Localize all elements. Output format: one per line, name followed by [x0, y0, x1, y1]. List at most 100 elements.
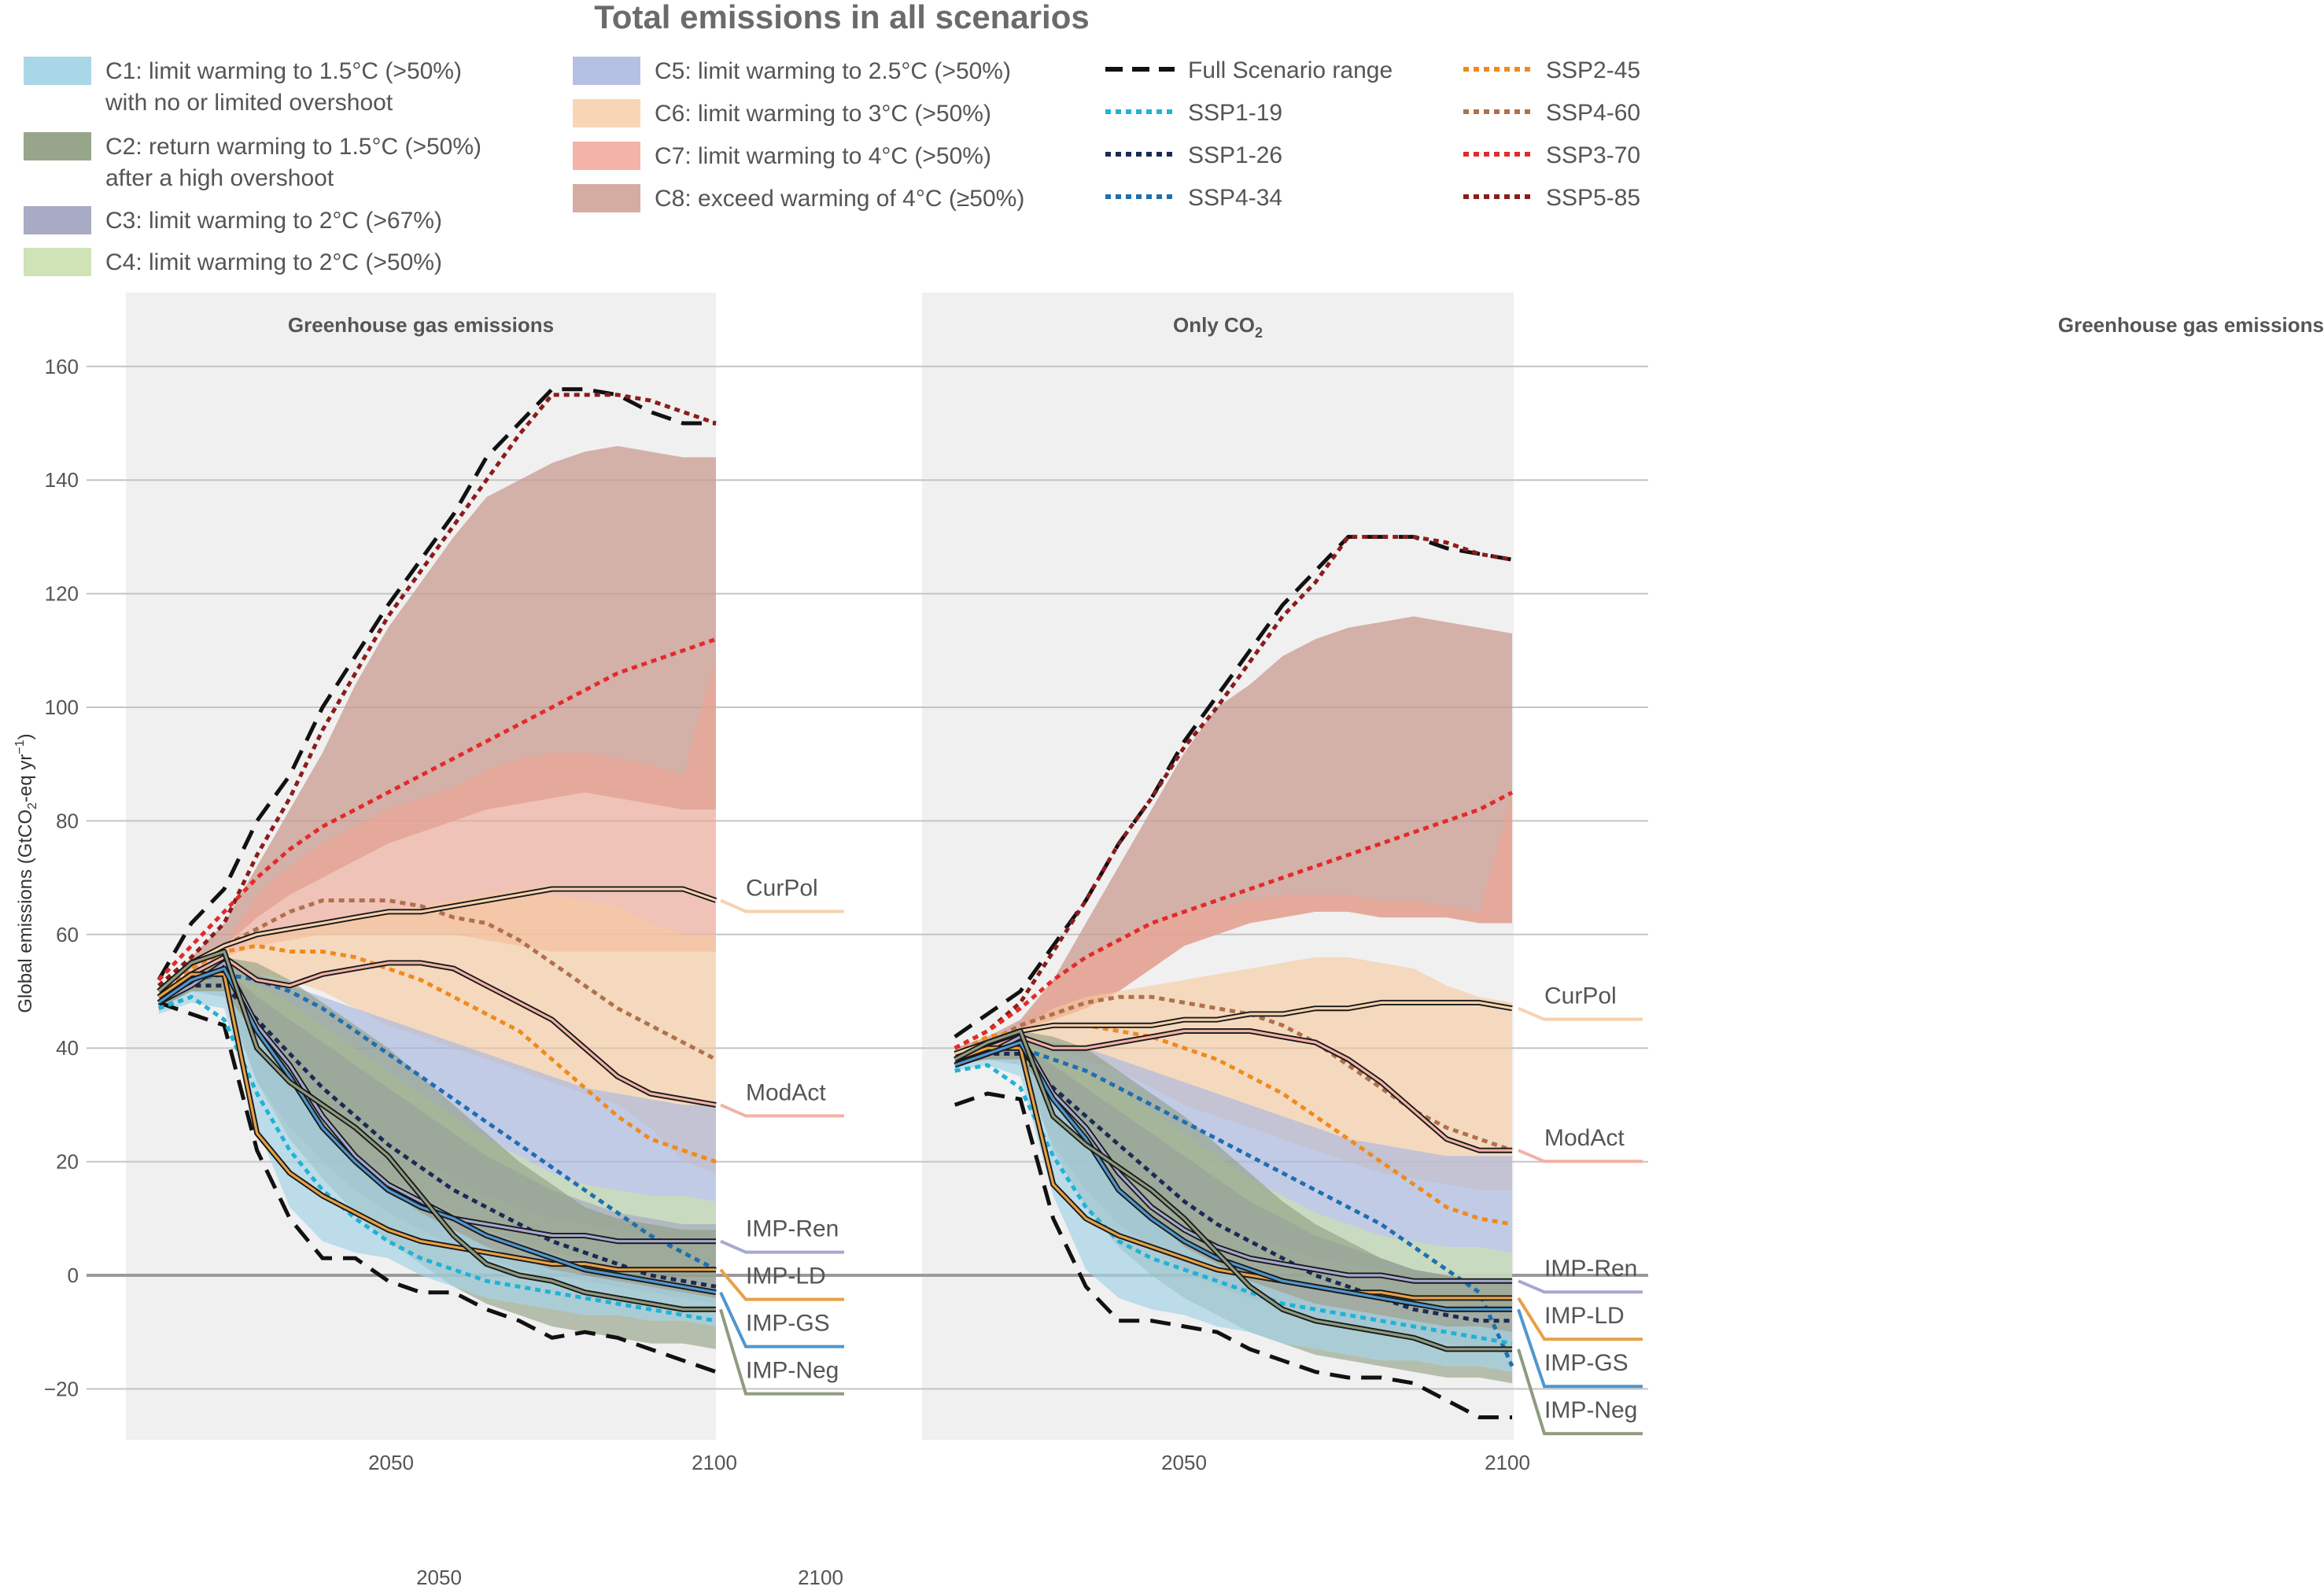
pathway-label-imp-ld: IMP-LD	[746, 1264, 826, 1289]
range-upper-line	[157, 387, 716, 981]
legend-swatch-c4	[24, 248, 91, 276]
ssp-line-ssp2-45	[954, 1023, 1513, 1227]
x-tick-label: 2050	[368, 1451, 414, 1474]
legend-swatch-c1	[24, 57, 91, 85]
pathway-arrow-imp-ren	[720, 1239, 844, 1254]
pathway-arrow-imp-neg	[1517, 1348, 1643, 1436]
pathway-arrow-imp-neg	[719, 1308, 844, 1396]
pathway-arrow-imp-gs	[719, 1291, 844, 1348]
band-C1	[158, 991, 716, 1326]
legend-label-c3: C3: limit warming to 2°C (>67%)	[105, 208, 442, 234]
pathway-label-imp-neg: IMP-Neg	[746, 1358, 839, 1384]
legend-line-label-ssp2-45: SSP2-45	[1546, 57, 1640, 83]
legend-label-c4: C4: limit warming to 2°C (>50%)	[105, 249, 442, 275]
y-tick-label: 140	[45, 468, 79, 492]
legend-label-c8: C8: exceed warming of 4°C (≥50%)	[655, 186, 1024, 212]
panel-co2: Only CO2 CurPol ModAct IMP-Ren IMP-LD IMP-GS…	[954, 313, 1643, 1436]
y-tick-label: 0	[68, 1264, 79, 1287]
chart-title: Total emissions in all scenarios	[594, 0, 1089, 35]
pathway-arrow-imp-gs	[1517, 1308, 1643, 1389]
extra-x-tick-label: 2100	[798, 1566, 843, 1589]
legend: C1: limit warming to 1.5°C (>50%) with no…	[24, 57, 1640, 276]
panel-title-ghg: Greenhouse gas emissions	[288, 313, 554, 337]
pathway-label-imp-ren: IMP-Ren	[1544, 1256, 1637, 1282]
legend-line-label-ssp4-60: SSP4-60	[1546, 100, 1640, 126]
legend-line-label-ssp5-85: SSP5-85	[1546, 185, 1640, 211]
x-tick-label: 2100	[692, 1451, 737, 1474]
pathway-arrow-imp-ld	[1517, 1297, 1643, 1341]
band-C6	[158, 889, 716, 1173]
pathway-label-imp-neg: IMP-Neg	[1544, 1397, 1637, 1423]
pathway-arrow-modact	[1518, 1149, 1643, 1164]
legend-label-c2-line2: after a high overshoot	[105, 165, 334, 191]
legend-label-c5: C5: limit warming to 2.5°C (>50%)	[655, 58, 1011, 84]
y-axis: −20 0 20 40 60 80 100 120 140 160	[44, 355, 79, 1401]
extra-x-tick-label: 2050	[416, 1566, 462, 1589]
legend-line-label-ssp1-26: SSP1-26	[1188, 142, 1282, 168]
pathway-line-imp-ld	[157, 972, 716, 1271]
pathway-arrow-modact	[720, 1103, 844, 1118]
y-tick-label: 100	[45, 695, 79, 719]
band-C7	[954, 792, 1512, 1054]
band-C8	[158, 445, 716, 991]
legend-line-label-ssp4-34: SSP4-34	[1188, 185, 1282, 211]
legend-swatch-c8	[573, 184, 640, 212]
legend-label-c1-line2: with no or limited overshoot	[105, 90, 393, 116]
y-tick-label: 80	[56, 809, 79, 832]
x-tick-label: 2050	[1161, 1451, 1207, 1474]
ssp-line-ssp5-85	[954, 534, 1513, 1050]
legend-swatch-c2	[24, 132, 91, 160]
band-C8	[954, 616, 1512, 1054]
pathway-label-imp-ld: IMP-LD	[1544, 1303, 1625, 1329]
ssp-line-ssp4-34	[954, 1046, 1514, 1367]
legend-label-c1: C1: limit warming to 1.5°C (>50%)	[105, 58, 462, 84]
pathway-arrow-curpol	[720, 898, 844, 913]
y-tick-label: 160	[45, 355, 79, 378]
legend-swatch-c7	[573, 142, 640, 170]
panel-ghg: Greenhouse gas emissions CurPol ModAct IMP…	[157, 313, 844, 1396]
pathway-label-modact: ModAct	[1544, 1125, 1625, 1151]
pathway-line-curpol	[157, 887, 717, 993]
pathway-label-imp-gs: IMP-GS	[746, 1311, 830, 1337]
pathway-label-imp-ren: IMP-Ren	[746, 1216, 839, 1242]
pathway-line-imp-neg	[954, 1029, 1512, 1351]
legend-swatch-c3	[24, 206, 91, 234]
pathway-label-curpol: CurPol	[1544, 983, 1617, 1009]
pathway-line-curpol	[954, 1001, 1513, 1055]
ssp-line-ssp1-19	[157, 994, 717, 1323]
ssp-line-ssp1-19	[954, 1063, 1513, 1346]
legend-label-c6: C6: limit warming to 3°C (>50%)	[655, 101, 991, 127]
range-upper-line	[954, 534, 1513, 1038]
legend-line-label-ssp3-70: SSP3-70	[1546, 142, 1640, 168]
y-tick-label: 120	[45, 582, 79, 606]
legend-label-c2: C2: return warming to 1.5°C (>50%)	[105, 134, 481, 160]
legend-label-c7: C7: limit warming to 4°C (>50%)	[655, 143, 991, 169]
pathway-label-modact: ModAct	[746, 1079, 826, 1105]
band-C6	[954, 957, 1512, 1190]
ssp-line-ssp5-85	[157, 393, 717, 987]
pathway-line-modact	[954, 1029, 1512, 1152]
legend-line-label-ssp1-19: SSP1-19	[1188, 100, 1282, 126]
extra-axis-title: Greenhouse gas emissions	[2058, 313, 2324, 337]
range-lower-line	[157, 1001, 717, 1374]
pathway-label-imp-gs: IMP-GS	[1544, 1350, 1629, 1376]
pathway-line-imp-gs	[954, 1041, 1512, 1311]
y-tick-label: −20	[44, 1377, 79, 1400]
y-tick-label: 20	[56, 1150, 79, 1174]
x-tick-label: 2100	[1485, 1451, 1530, 1474]
ssp-line-ssp2-45	[157, 943, 717, 1164]
legend-swatch-c6	[573, 99, 640, 127]
y-tick-label: 40	[56, 1036, 79, 1060]
band-C1	[954, 1059, 1512, 1372]
pathway-label-curpol: CurPol	[746, 875, 818, 901]
pathway-line-imp-neg	[157, 950, 716, 1311]
legend-swatch-c5	[573, 57, 640, 85]
pathway-arrow-imp-ld	[719, 1268, 844, 1301]
pathway-line-imp-ren	[954, 1035, 1512, 1282]
pathway-line-modact	[157, 956, 717, 1106]
legend-line-label-range: Full Scenario range	[1188, 57, 1393, 83]
range-lower-line	[954, 1091, 1512, 1419]
pathway-arrow-curpol	[1518, 1006, 1643, 1021]
ssp-line-ssp1-26	[157, 983, 717, 1289]
